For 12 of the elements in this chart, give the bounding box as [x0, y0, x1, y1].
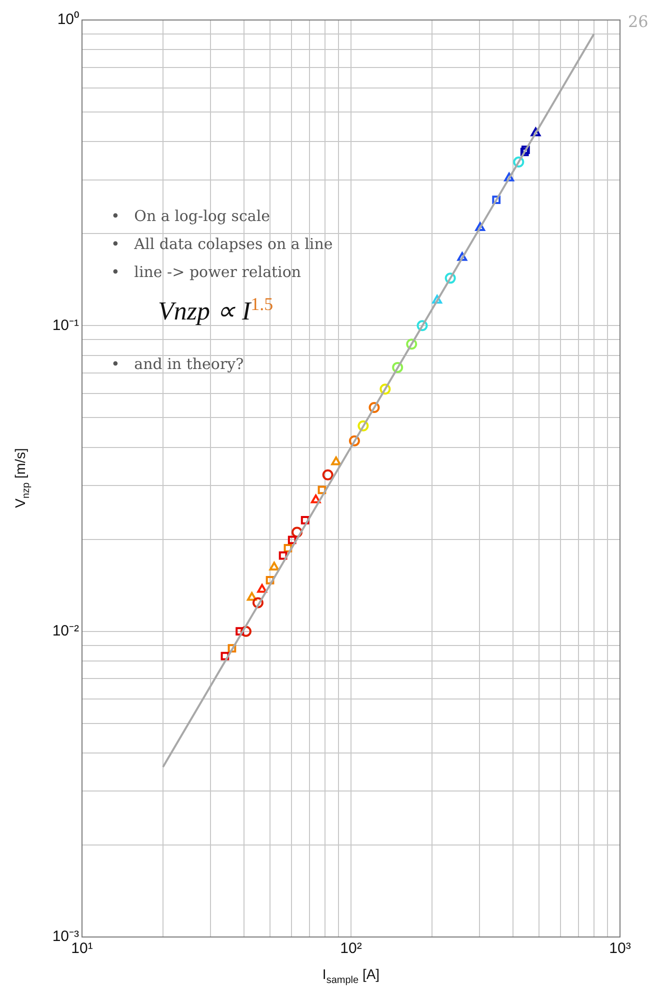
y-tick-label: 10⁰ — [57, 11, 79, 28]
annotation: • line -> power relation — [111, 263, 302, 281]
y-tick-label: 10⁻¹ — [52, 316, 79, 334]
annotation: • and in theory? — [111, 355, 244, 373]
x-tick-label: 10² — [340, 940, 362, 958]
annotation: • On a log-log scale — [111, 207, 270, 225]
annotation: Vnzp ∝ I$^{1.5}$ — [158, 294, 274, 327]
annotation: • All data colapses on a line — [111, 235, 333, 253]
y-tick-label: 10⁻² — [52, 622, 79, 640]
text: 26 — [628, 12, 648, 31]
x-axis-title: I$_{sample}$ [A] — [322, 966, 380, 986]
x-tick-label: 10³ — [609, 940, 631, 958]
